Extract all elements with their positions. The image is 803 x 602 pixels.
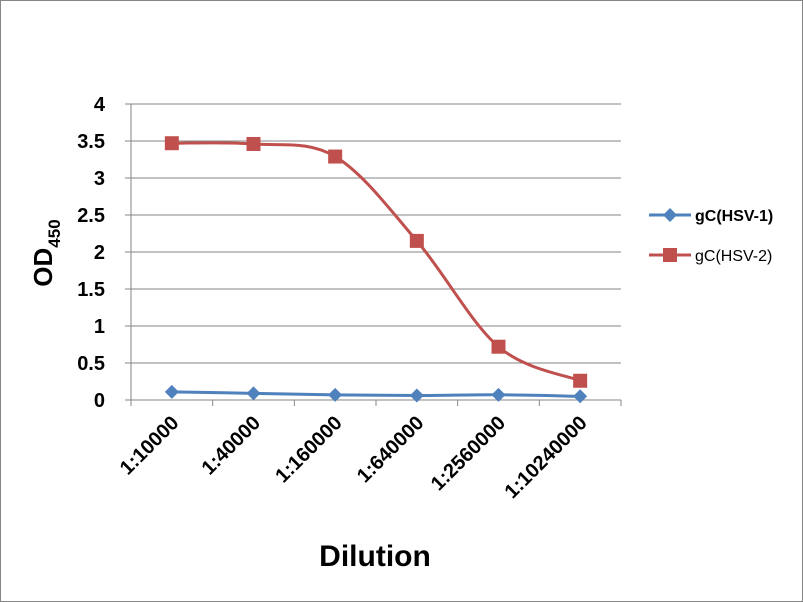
- x-tick-label: 1:160000: [271, 412, 346, 487]
- legend: gC(HSV-1) gC(HSV-2): [649, 208, 773, 265]
- legend-label: gC(HSV-2): [695, 248, 772, 265]
- data-point: [573, 389, 588, 404]
- data-point: [409, 233, 424, 248]
- y-tick-label: 4: [94, 94, 106, 116]
- y-tick-label: 2: [94, 242, 105, 264]
- y-tick-label: 1.5: [77, 279, 105, 301]
- data-point: [246, 136, 261, 151]
- data-point: [573, 373, 588, 388]
- data-point: [328, 387, 343, 402]
- series: [164, 136, 588, 404]
- data-point: [164, 384, 179, 399]
- legend-label: gC(HSV-1): [695, 208, 773, 225]
- x-tick-label: 1:10000: [116, 412, 183, 479]
- legend-marker: [663, 208, 677, 222]
- x-axis-title: Dilution: [319, 540, 431, 573]
- y-tick-label: 3: [94, 168, 105, 190]
- data-point: [164, 136, 179, 151]
- x-tick-label: 1:40000: [198, 412, 265, 479]
- x-tick-label: 1:2560000: [427, 412, 510, 495]
- axes: [125, 103, 622, 406]
- legend-item: gC(HSV-1): [649, 208, 773, 225]
- y-tick-label: 0.5: [77, 353, 105, 375]
- gridlines: [131, 103, 621, 364]
- data-point: [491, 387, 506, 402]
- y-tick-label: 3.5: [77, 131, 105, 153]
- y-tick-label: 1: [94, 316, 105, 338]
- data-point: [328, 149, 343, 164]
- series-1: [164, 384, 588, 404]
- y-tick-labels: 0 0.5 1 1.5 2 2.5 3 3.5 4: [77, 94, 106, 412]
- legend-marker: [663, 248, 677, 262]
- data-point: [246, 386, 261, 401]
- y-tick-label: 2.5: [77, 205, 105, 227]
- y-tick-label: 0: [94, 390, 105, 412]
- data-point: [491, 339, 506, 354]
- x-tick-label: 1:640000: [353, 412, 428, 487]
- series-line: [171, 390, 581, 398]
- x-tick-label: 1:10240000: [501, 412, 592, 503]
- x-tick-labels: 1:10000 1:40000 1:160000 1:6400001:25600001…: [116, 412, 592, 503]
- legend-item: gC(HSV-2): [649, 248, 772, 265]
- series-2: [164, 136, 588, 388]
- data-point: [409, 388, 424, 403]
- y-axis-title: OD450: [28, 219, 64, 286]
